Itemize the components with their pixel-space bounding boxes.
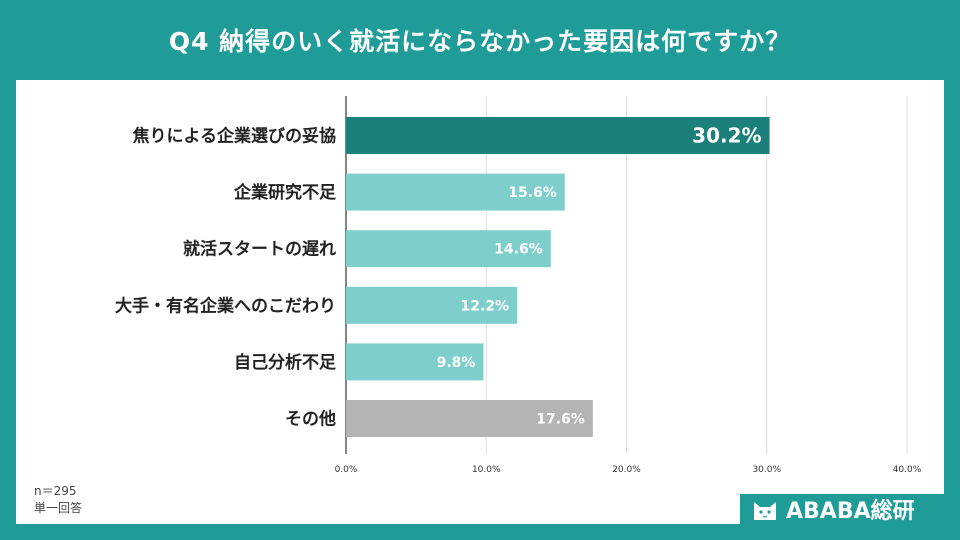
x-tick-label: 30.0% [752, 465, 781, 475]
category-label: 就活スタートの遅れ [183, 239, 336, 260]
category-label: 大手・有名企業へのこだわり [115, 295, 336, 316]
data-label: 30.2% [692, 124, 761, 148]
category-label: その他 [285, 409, 336, 430]
category-label: 自己分析不足 [234, 352, 336, 373]
bar [346, 117, 770, 154]
answer-type-note: 単一回答 [34, 501, 83, 515]
bar-chart: 0.0% 10.0% 20.0% 30.0% 40.0% 焦りによる企業選びの妥協 30.2… [115, 96, 922, 475]
cat-mascot-icon [754, 502, 776, 520]
data-label: 12.2% [461, 298, 510, 314]
data-label: 14.6% [494, 242, 543, 258]
data-label: 9.8% [437, 355, 476, 371]
x-tick-label: 40.0% [893, 465, 922, 475]
chart-panel: 0.0% 10.0% 20.0% 30.0% 40.0% 焦りによる企業選びの妥協 30.2… [16, 80, 944, 524]
bar [346, 173, 565, 211]
chart-title: Q4 納得のいく就活にならなかった要因は何ですか？ [168, 27, 792, 56]
category-label: 焦りによる企業選びの妥協 [132, 126, 337, 147]
x-tick-label: 0.0% [335, 465, 358, 475]
category-label: 企業研究不足 [233, 182, 336, 203]
x-tick-label: 10.0% [472, 465, 501, 475]
data-label: 15.6% [508, 185, 557, 201]
x-tick-label: 20.0% [612, 465, 641, 475]
bar [346, 230, 551, 268]
bar [346, 400, 593, 437]
brand-name: ABABA総研 [786, 499, 915, 524]
brand-logo: ABABA総研 [740, 494, 944, 524]
sample-size-note: n＝295 [34, 484, 77, 498]
bar [346, 286, 518, 324]
bar [346, 343, 484, 381]
data-label: 17.6% [536, 412, 585, 428]
